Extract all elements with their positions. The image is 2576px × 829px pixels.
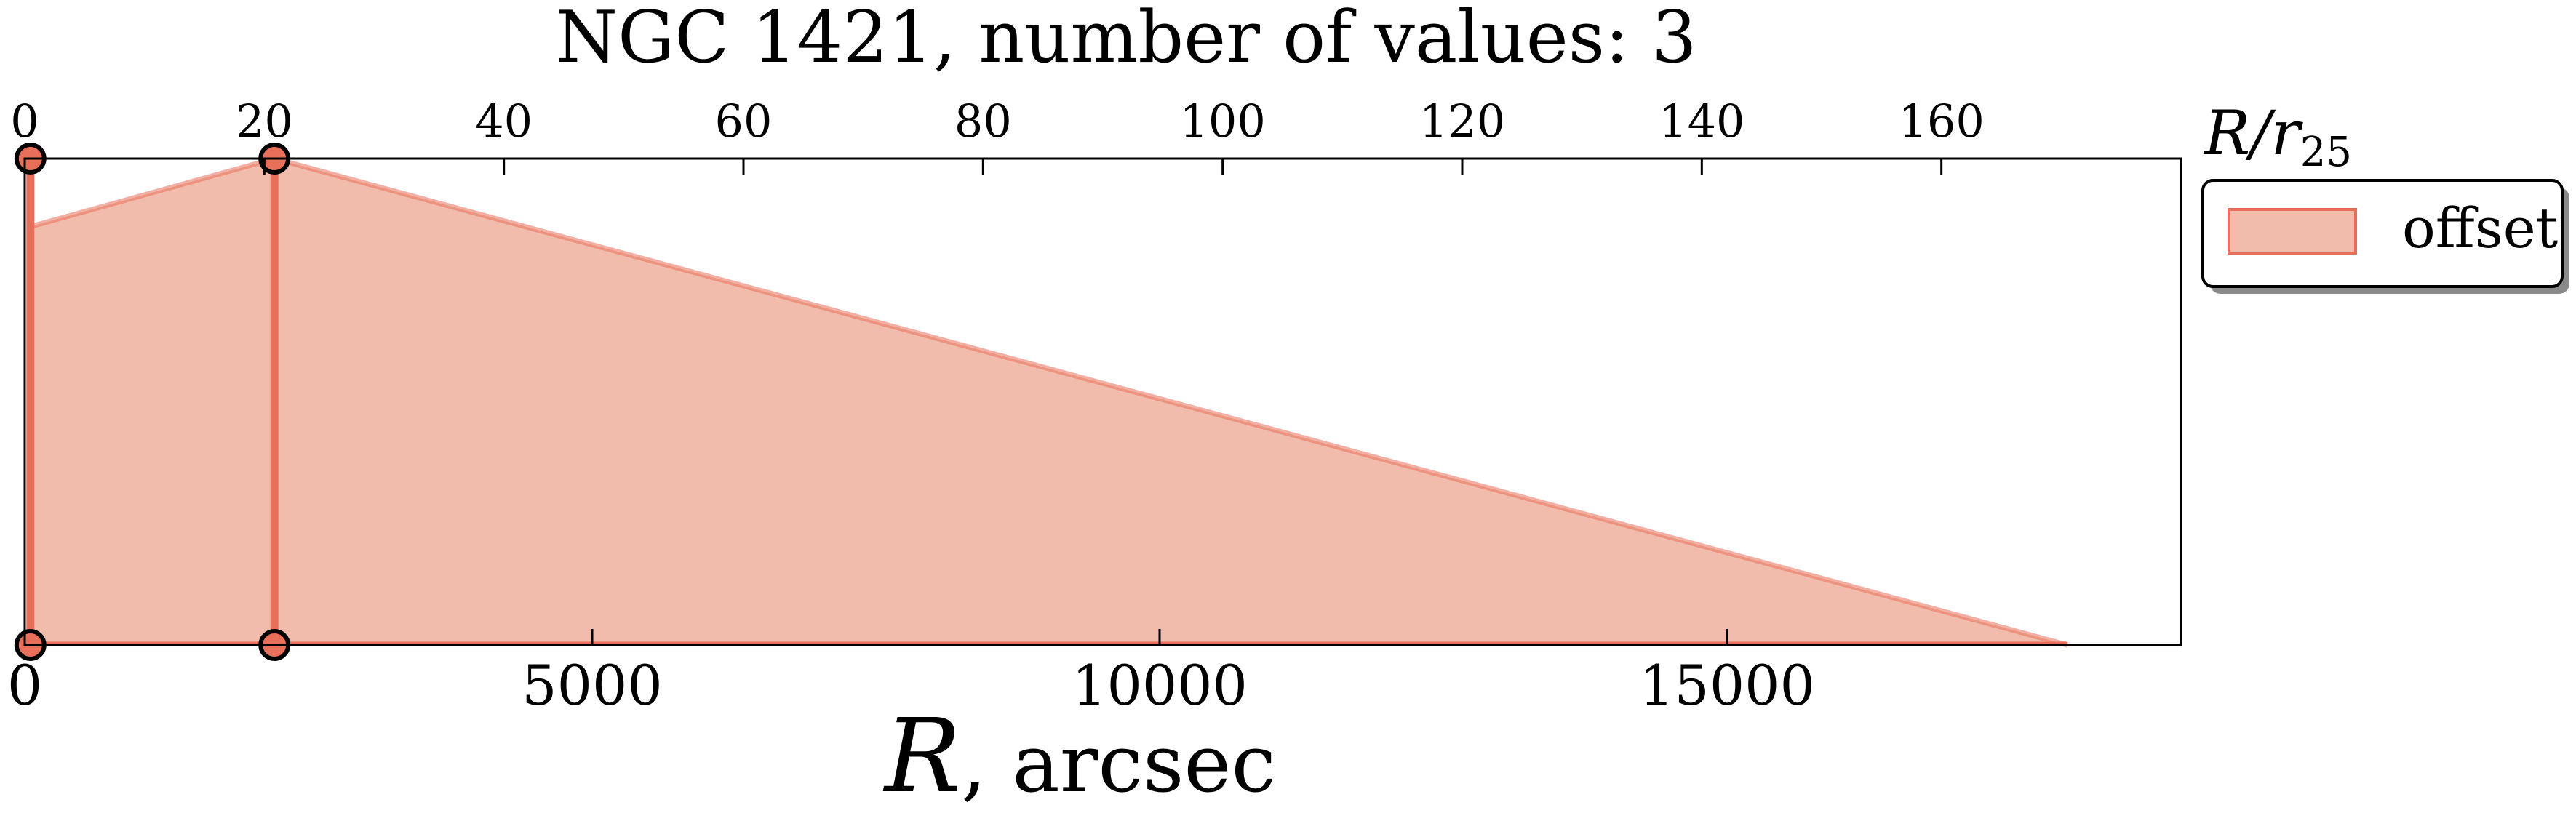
x-tick-label-0: 0	[7, 653, 42, 718]
top-tick-label-8: 160	[1898, 95, 1984, 148]
x-tick-label-1: 5000	[522, 653, 662, 718]
top-tick-label-0: 0	[10, 95, 39, 148]
area-offset	[30, 159, 2067, 645]
top-tick-label-6: 120	[1419, 95, 1505, 148]
x-tick-label-2: 10000	[1072, 653, 1248, 718]
top-axis-label-var: R/r	[2203, 97, 2304, 169]
legend-label-offset: offset	[2402, 196, 2558, 260]
chart-title: NGC 1421, number of values: 3	[555, 0, 1696, 79]
x-axis-label: R, arcsec	[882, 697, 1276, 816]
plot-area	[14, 143, 2068, 661]
top-tick-label-7: 140	[1659, 95, 1744, 148]
axes-frame	[23, 157, 2182, 646]
top-tick-label-5: 100	[1179, 95, 1265, 148]
top-tick-label-3: 60	[715, 95, 773, 148]
x-axis-label-rest: , arcsec	[961, 717, 1276, 810]
top-tick-label-4: 80	[954, 95, 1012, 148]
top-tick-label-2: 40	[475, 95, 533, 148]
top-axis-label-sub: 25	[2300, 129, 2352, 176]
bottom-axis-ticks: 0 5000 10000 15000	[7, 629, 1815, 718]
legend-box	[2201, 179, 2564, 288]
x-tick-label-3: 15000	[1639, 653, 1815, 718]
top-axis-label: R/r25	[2203, 97, 2352, 176]
top-tick-label-1: 20	[236, 95, 293, 148]
top-axis-ticks: 0 20 40 60 80 100 120 140 160	[10, 95, 1985, 175]
x-axis-label-var: R	[882, 697, 961, 816]
legend-swatch-offset	[2228, 208, 2357, 255]
legend: offset	[2201, 179, 2569, 294]
